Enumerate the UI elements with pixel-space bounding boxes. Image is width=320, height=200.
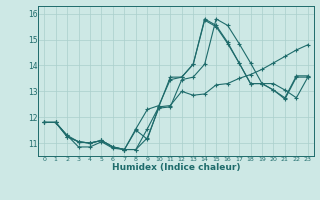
X-axis label: Humidex (Indice chaleur): Humidex (Indice chaleur) — [112, 163, 240, 172]
